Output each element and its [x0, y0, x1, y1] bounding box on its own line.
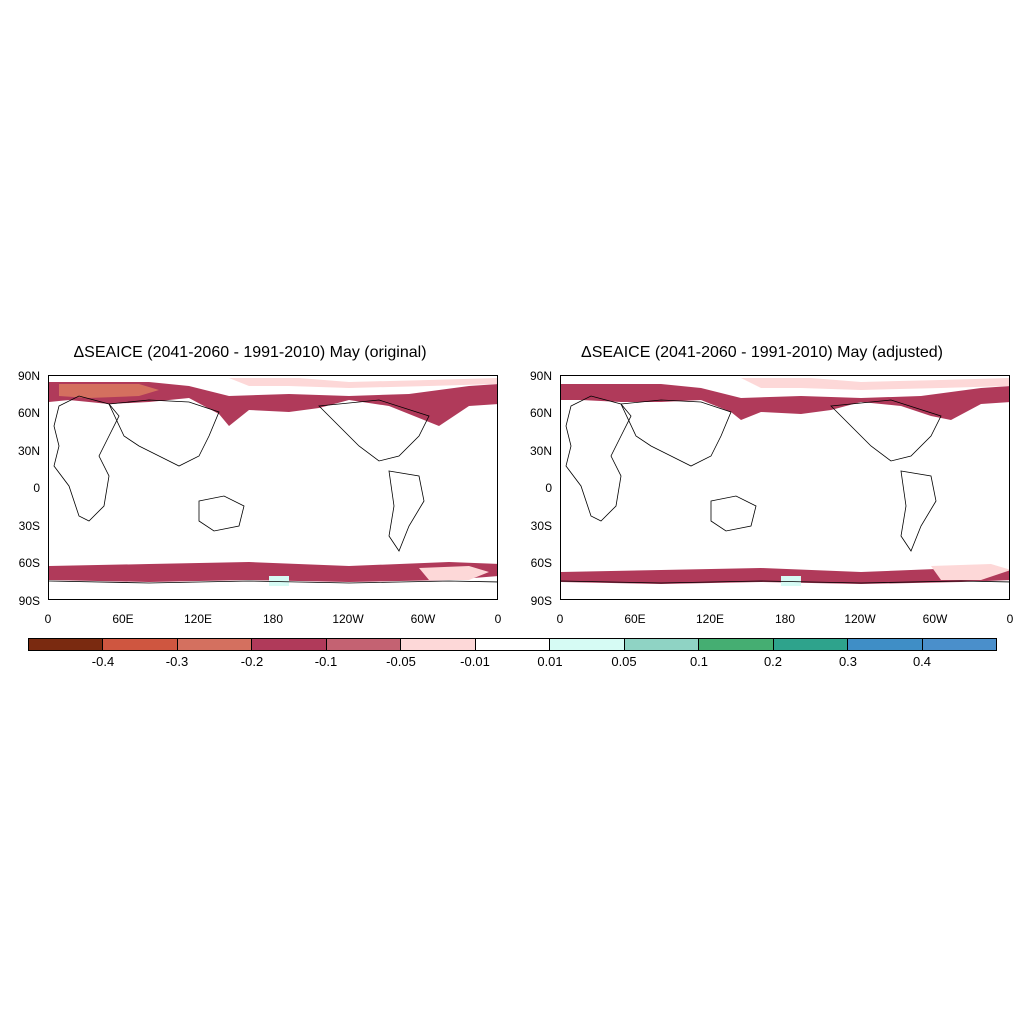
lon-label: 120E — [695, 612, 725, 626]
colorbar-box — [475, 639, 551, 650]
lon-label: 180 — [262, 612, 284, 626]
sea-ice-change-arctic — [561, 378, 1009, 420]
lat-label: 60S — [18, 556, 40, 570]
lon-label: 60W — [922, 612, 948, 626]
colorbar-box — [401, 639, 476, 650]
antarctic-ice-light — [931, 564, 1009, 580]
lat-label: 90N — [529, 369, 552, 383]
panel-title-original: ΔSEAICE (2041-2060 - 1991-2010) May (ori… — [73, 344, 427, 361]
colorbar-label: -0.1 — [314, 654, 338, 669]
lat-label: 30N — [529, 444, 552, 458]
antarctic-ice-band — [49, 562, 497, 582]
lon-label: 60E — [624, 612, 646, 626]
colorbar-box — [848, 639, 923, 650]
colorbar-label: 0.05 — [611, 654, 637, 669]
antarctic-ice-gain — [269, 576, 289, 586]
lat-label: 30S — [18, 519, 40, 533]
lat-label: 30S — [530, 519, 552, 533]
south-america-coast — [388, 470, 425, 552]
lon-label: 120E — [183, 612, 213, 626]
africa-europe-coast — [565, 395, 632, 522]
map-adjusted — [560, 375, 1010, 600]
antarctic-ice-light — [419, 566, 489, 580]
arctic-ice-band — [49, 382, 497, 426]
colorbar-box — [624, 639, 700, 650]
south-america-coast — [900, 470, 937, 552]
colorbar-box — [103, 639, 178, 650]
map-panel-adjusted: ΔSEAICE (2041-2060 - 1991-2010) May (adj… — [512, 340, 1013, 626]
colorbar-box — [29, 639, 104, 650]
asia-coast — [620, 399, 732, 467]
lat-label: 90S — [530, 594, 552, 608]
panel-title-adjusted: ΔSEAICE (2041-2060 - 1991-2010) May (adj… — [581, 344, 943, 361]
asia-coast — [108, 399, 220, 467]
arctic-ice-band — [561, 384, 1009, 420]
lat-label: 60N — [529, 406, 552, 420]
colorbar-label: 0.01 — [537, 654, 563, 669]
lon-label: 60W — [410, 612, 436, 626]
antarctic-ice-gain — [781, 576, 801, 586]
lon-label: 0 — [556, 612, 564, 626]
colorbar-label: 0.3 — [838, 654, 858, 669]
colorbar — [28, 638, 997, 651]
lat-label: 60N — [17, 406, 40, 420]
sea-ice-change-antarctic — [49, 562, 497, 586]
coastlines — [561, 395, 1009, 584]
australia-coast — [198, 495, 245, 532]
lon-label: 60E — [112, 612, 134, 626]
colorbar-box — [699, 639, 774, 650]
lon-label: 0 — [1006, 612, 1014, 626]
map-original — [48, 375, 498, 600]
colorbar-label: -0.01 — [460, 654, 490, 669]
colorbar-box — [252, 639, 327, 650]
arctic-ice-light — [741, 378, 1009, 390]
sea-ice-change-antarctic — [561, 564, 1009, 586]
map-panel-original: ΔSEAICE (2041-2060 - 1991-2010) May (ori… — [0, 340, 501, 626]
colorbar-label: -0.4 — [91, 654, 115, 669]
africa-europe-coast — [53, 395, 120, 522]
arctic-ice-light — [229, 378, 497, 388]
lat-label: 90S — [18, 594, 40, 608]
colorbar-label: 0.1 — [689, 654, 709, 669]
lon-label: 0 — [494, 612, 502, 626]
australia-coast — [710, 495, 757, 532]
lon-label: 120W — [332, 612, 364, 626]
sea-ice-change-arctic — [49, 378, 497, 426]
colorbar-label: -0.05 — [386, 654, 416, 669]
north-america-coast — [830, 399, 942, 462]
arctic-ice-coral — [59, 384, 159, 398]
colorbar-box — [177, 639, 253, 650]
antarctica-coast — [561, 580, 1009, 584]
lon-label: 180 — [774, 612, 796, 626]
lat-label: 0 — [33, 481, 40, 495]
coastlines — [49, 395, 497, 584]
lat-label: 60S — [530, 556, 552, 570]
lat-label: 0 — [545, 481, 552, 495]
antarctica-coast — [49, 580, 497, 584]
colorbar-label: 0.4 — [912, 654, 932, 669]
colorbar-box — [773, 639, 849, 650]
colorbar-label: -0.2 — [240, 654, 264, 669]
lon-label: 0 — [44, 612, 52, 626]
north-america-coast — [318, 399, 430, 462]
colorbar-label: -0.3 — [165, 654, 189, 669]
colorbar-box — [550, 639, 625, 650]
colorbar-label: 0.2 — [763, 654, 783, 669]
colorbar-box — [922, 639, 997, 650]
lon-label: 120W — [844, 612, 876, 626]
colorbar-box — [326, 639, 402, 650]
lat-label: 90N — [17, 369, 40, 383]
lat-label: 30N — [17, 444, 40, 458]
